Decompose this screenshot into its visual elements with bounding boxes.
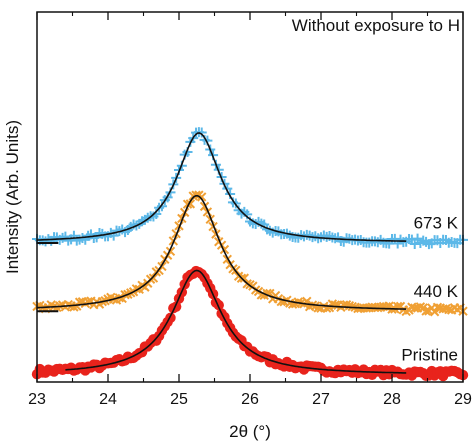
data-point xyxy=(444,304,454,315)
fit-line xyxy=(36,195,407,310)
data-point xyxy=(156,201,167,212)
series-layer xyxy=(31,127,469,382)
plot-frame xyxy=(36,11,464,383)
data-point xyxy=(429,307,440,317)
x-tick-label: 24 xyxy=(99,391,117,408)
labels-layer: Pristine 440 K 673 K xyxy=(401,214,458,365)
data-point xyxy=(347,301,357,312)
series-label: 673 K xyxy=(414,214,459,233)
data-point xyxy=(421,306,431,316)
chart-title: Without exposure to H xyxy=(292,16,460,35)
x-axis-label: 2θ (°) xyxy=(229,422,271,441)
data-point xyxy=(415,302,426,312)
data-point xyxy=(330,300,340,310)
series-label: 440 K xyxy=(414,282,459,301)
fit-line xyxy=(65,269,407,374)
fit-layer xyxy=(36,132,407,374)
series-x-markers xyxy=(32,190,468,317)
x-tick-label: 28 xyxy=(383,391,401,408)
series-plus-markers xyxy=(32,127,468,250)
data-point xyxy=(148,273,159,283)
y-axis-label: Intensity (Arb. Units) xyxy=(3,120,22,274)
x-tick-label: 25 xyxy=(170,391,188,408)
data-point xyxy=(197,192,207,202)
x-tick-label: 29 xyxy=(454,391,472,408)
data-point xyxy=(265,288,275,299)
x-tick-label: 26 xyxy=(241,391,259,408)
x-axis: 23 24 25 26 27 28 29 xyxy=(28,12,472,408)
series-label: Pristine xyxy=(401,346,458,365)
x-tick-label: 27 xyxy=(312,391,330,408)
x-tick-label: 23 xyxy=(28,391,46,408)
fit-line xyxy=(37,132,407,242)
